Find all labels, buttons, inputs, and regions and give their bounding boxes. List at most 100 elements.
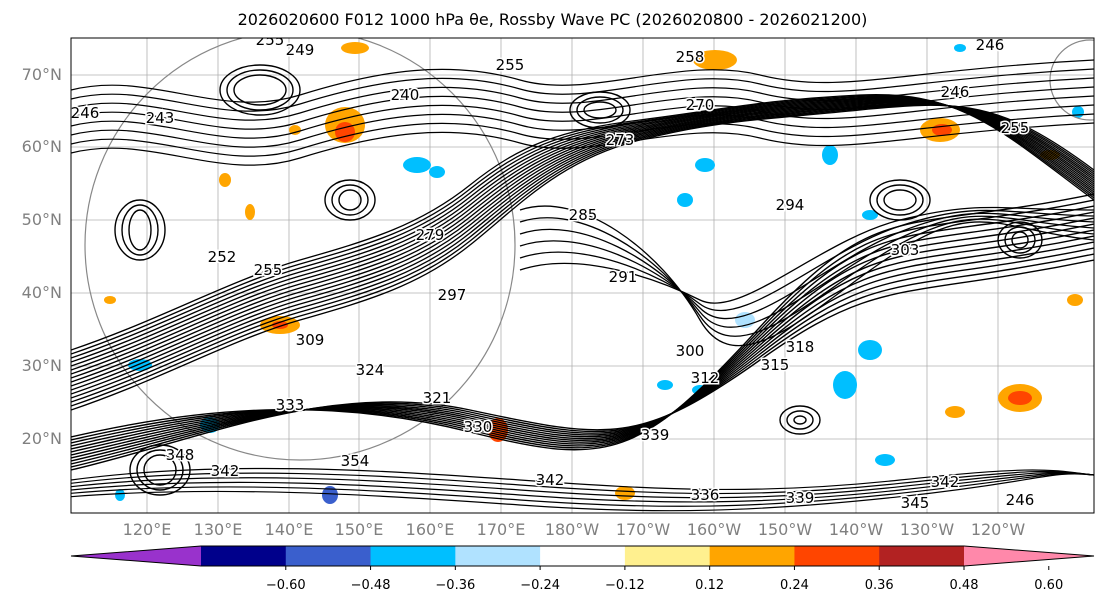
contour-loop — [576, 96, 624, 124]
contour-label: 297 — [438, 286, 467, 304]
contour-label: 333 — [276, 396, 305, 414]
contour-loop — [997, 221, 1043, 259]
contour-loop — [324, 179, 376, 221]
contour-label: 273 — [606, 131, 635, 149]
contour-loop — [569, 91, 631, 129]
contour-line — [519, 215, 1094, 328]
colorbar-segment — [624, 546, 711, 566]
contour-loop — [869, 179, 931, 221]
latitude-label: 50°N — [21, 210, 62, 229]
contour-label: 354 — [341, 452, 370, 470]
contour-line — [71, 253, 1094, 468]
contour-label: 342 — [536, 471, 565, 489]
longitude-label: 160°E — [405, 520, 455, 539]
contour-line — [71, 205, 1094, 447]
contour-line — [71, 113, 1094, 157]
longitude-label: 120°W — [970, 520, 1026, 539]
colorbar-tick-label: 0.36 — [864, 578, 894, 593]
map-frame — [70, 37, 1095, 514]
colorbar-segment — [455, 546, 541, 566]
contour-line — [519, 209, 1094, 311]
colorbar-tick-label: 0.12 — [695, 578, 725, 593]
longitude-label: 170°E — [476, 520, 526, 539]
contour-label: 255 — [254, 261, 283, 279]
contour-line — [519, 205, 1094, 347]
latitude-label: 30°N — [21, 356, 62, 375]
contour-loop — [1004, 226, 1036, 254]
contour-label: 255 — [1001, 119, 1030, 137]
contour-label: 339 — [641, 426, 670, 444]
contour-line — [71, 104, 1094, 148]
contour-label: 336 — [691, 486, 720, 504]
contour-line — [71, 223, 1094, 453]
map-title: 2026020600 F012 1000 hPa θe, Rossby Wave… — [237, 10, 868, 29]
colorbar-segment — [285, 546, 372, 566]
contour-label: 255 — [496, 56, 525, 74]
latitude-label: 20°N — [21, 429, 62, 448]
contour-line — [71, 199, 1094, 449]
contour-label: 309 — [296, 331, 325, 349]
longitude-label: 150°E — [334, 520, 384, 539]
contour-label: 324 — [356, 361, 385, 379]
contour-loop — [583, 101, 617, 119]
contour-loop — [876, 184, 924, 216]
longitude-label: 130°W — [899, 520, 955, 539]
contour-label: 330 — [464, 418, 493, 436]
colorbar-tick-label: −0.60 — [265, 578, 306, 593]
contour-line — [71, 472, 1094, 503]
contour-label: 246 — [976, 36, 1005, 54]
colorbar — [70, 545, 1095, 570]
colorbar-extend-high — [964, 546, 1094, 566]
colorbar-segment — [370, 546, 456, 566]
longitude-label: 180°W — [544, 520, 600, 539]
contour-label: 321 — [423, 389, 452, 407]
contour-label: 339 — [786, 489, 815, 507]
colorbar-segment — [709, 546, 795, 566]
contour-label: 243 — [146, 109, 175, 127]
contour-label: 303 — [891, 241, 920, 259]
contour-loop — [219, 64, 301, 116]
contour-line — [71, 229, 1094, 456]
contour-loop — [226, 69, 294, 111]
contour-label: 312 — [691, 369, 720, 387]
contour-label: 240 — [391, 86, 420, 104]
colorbar-tick-label: 0.60 — [1034, 578, 1064, 593]
contour-line — [71, 77, 1094, 121]
contour-loop — [121, 204, 159, 256]
colorbar-tick-label: −0.48 — [350, 578, 391, 593]
longitude-label: 140°W — [828, 520, 884, 539]
contour-line — [71, 211, 1094, 447]
contour-loop — [793, 415, 807, 425]
contour-loop — [143, 454, 177, 486]
contour-label: 348 — [166, 446, 195, 464]
contour-line — [71, 217, 1094, 450]
colorbar-segment — [540, 546, 626, 566]
contour-line — [71, 68, 1094, 112]
contour-label: 291 — [609, 268, 638, 286]
contour-label: 345 — [901, 494, 930, 512]
latitude-label: 40°N — [21, 283, 62, 302]
contour-label: 270 — [686, 96, 715, 114]
contour-label: 315 — [761, 356, 790, 374]
longitude-label: 170°W — [615, 520, 671, 539]
contour-line — [71, 247, 1094, 465]
contour-line — [71, 235, 1094, 459]
colorbar-tick-label: −0.12 — [604, 578, 645, 593]
contour-loop — [786, 410, 814, 430]
latitude-label: 70°N — [21, 65, 62, 84]
contour-label: 300 — [676, 342, 705, 360]
contour-loop — [129, 444, 191, 496]
contour-label: 252 — [208, 248, 237, 266]
longitude-label: 140°E — [264, 520, 314, 539]
contour-label: 279 — [416, 226, 445, 244]
contour-label: 342 — [211, 462, 240, 480]
contour-label: 342 — [931, 473, 960, 491]
contour-line — [71, 471, 1094, 499]
colorbar-segment — [201, 546, 287, 566]
contour-line — [71, 467, 1094, 491]
contour-label: 255 — [256, 31, 285, 49]
projection-circles — [84, 38, 1094, 461]
contour-label: 246 — [71, 104, 100, 122]
